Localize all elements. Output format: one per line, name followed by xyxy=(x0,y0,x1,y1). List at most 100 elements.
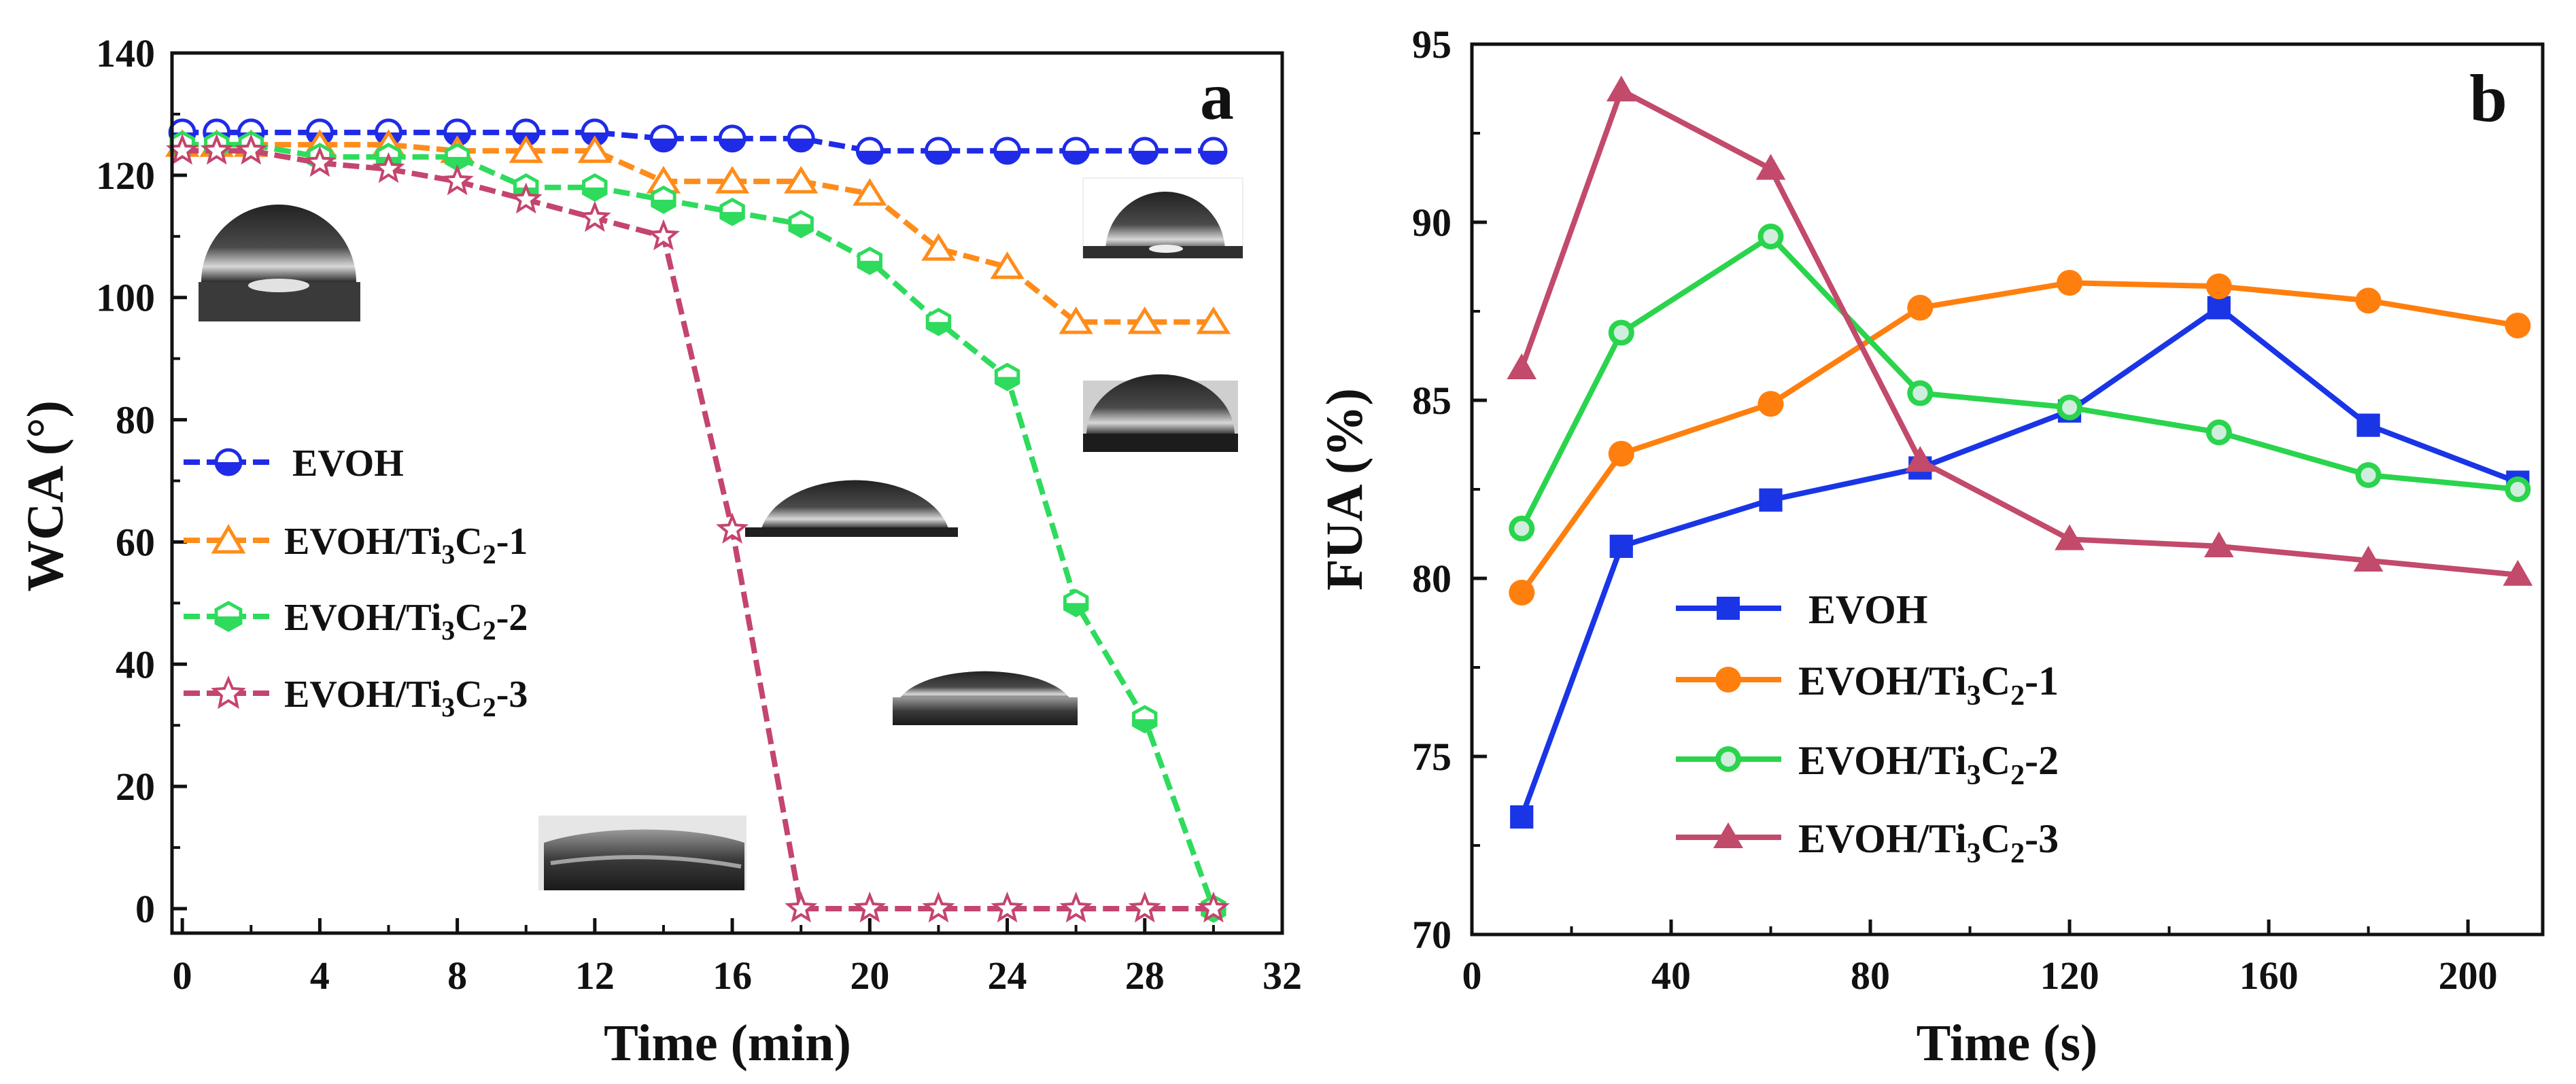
legend-a-label-ti3c2-3: EVOH/Ti3C2-3 xyxy=(284,674,528,722)
a-x-tick-label: 24 xyxy=(988,954,1027,998)
a-data-point-evoh-ti3c2-3 xyxy=(235,133,268,165)
a-data-point-evoh-ti3c2-2 xyxy=(1132,705,1158,734)
panel-a-x-axis-title: Time (min) xyxy=(604,1015,851,1072)
legend-a-marker-evoh xyxy=(214,448,243,476)
a-y-tick-label: 20 xyxy=(116,765,155,809)
b-data-point-evoh-ti3c2-2 xyxy=(2355,462,2382,489)
panel-b-frame xyxy=(1470,42,2545,937)
a-data-point-evoh-ti3c2-3 xyxy=(1059,891,1093,923)
b-y-tick-label: 80 xyxy=(1412,557,1452,601)
b-data-point-evoh-ti3c2-2 xyxy=(1907,380,1934,406)
a-x-tick-label: 8 xyxy=(447,954,467,998)
a-y-tick-label: 120 xyxy=(96,154,155,198)
a-data-point-evoh-ti3c2-1 xyxy=(1059,306,1093,334)
b-x-tick-label: 40 xyxy=(1651,954,1691,998)
chart-panel-b: 0 40 80 120 160 200 70 75 80 85 90 95 b Time (s) FU… xyxy=(1316,22,2545,1072)
droplet-image-2 xyxy=(1082,177,1243,259)
b-data-point-evoh-ti3c2-1 xyxy=(2205,273,2232,300)
a-x-tick-label: 20 xyxy=(850,954,889,998)
legend-b-label-ti3c2-2: EVOH/Ti3C2-2 xyxy=(1798,738,2059,791)
a-data-point-evoh-ti3c2-3 xyxy=(716,512,749,544)
b-data-point-evoh xyxy=(1759,488,1783,512)
a-data-point-evoh-ti3c2-3 xyxy=(991,891,1024,923)
a-data-point-evoh-ti3c2-1 xyxy=(990,251,1025,279)
droplet-image-3 xyxy=(1083,374,1238,452)
a-data-point-evoh-ti3c2-1 xyxy=(853,178,887,206)
b-data-point-evoh-ti3c2-3 xyxy=(1606,75,1636,102)
a-data-point-evoh xyxy=(855,137,884,165)
a-data-point-evoh-ti3c2-3 xyxy=(853,891,887,923)
b-data-point-evoh xyxy=(1609,534,1633,558)
legend-b-marker-ti3c2-2 xyxy=(1715,746,1741,772)
b-data-point-evoh-ti3c2-3 xyxy=(2353,545,2384,572)
a-x-tick-label: 12 xyxy=(575,954,615,998)
b-data-point-evoh-ti3c2-2 xyxy=(2505,476,2531,502)
a-data-point-evoh-ti3c2-3 xyxy=(647,219,680,251)
a-data-point-evoh-ti3c2-3 xyxy=(372,152,405,183)
b-x-tick-label: 0 xyxy=(1462,954,1482,998)
a-data-point-evoh-ti3c2-3 xyxy=(1128,891,1161,923)
a-data-point-evoh-ti3c2-2 xyxy=(994,362,1020,391)
b-data-point-evoh-ti3c2-3 xyxy=(2203,531,2234,557)
a-data-point-evoh-ti3c2-1 xyxy=(715,166,750,194)
a-data-point-evoh xyxy=(1062,137,1090,165)
b-series-line-evoh xyxy=(1519,304,2519,818)
a-data-point-evoh-ti3c2-3 xyxy=(200,133,233,165)
a-y-tick-label: 100 xyxy=(96,276,155,320)
droplet-image-6 xyxy=(538,816,746,890)
b-y-tick-label: 70 xyxy=(1412,913,1452,957)
b-x-tick-label: 160 xyxy=(2239,954,2299,998)
legend-a-item-ti3c2-1: EVOH/Ti3C2-1 xyxy=(184,521,528,570)
a-data-point-evoh-ti3c2-3 xyxy=(441,164,474,196)
b-data-point-evoh-ti3c2-2 xyxy=(1509,515,1535,542)
a-data-point-evoh-ti3c2-1 xyxy=(1127,306,1162,334)
droplet-image-5 xyxy=(893,661,1078,725)
a-data-point-evoh-ti3c2-2 xyxy=(719,197,745,226)
a-data-point-evoh-ti3c2-2 xyxy=(444,143,470,171)
a-y-tick-label: 0 xyxy=(135,887,155,931)
panel-a-series xyxy=(165,118,1231,923)
legend-b-label-evoh: EVOH xyxy=(1808,587,1928,632)
a-data-point-evoh-ti3c2-1 xyxy=(1196,306,1231,334)
a-data-point-evoh-ti3c2-2 xyxy=(925,307,952,336)
b-series-line-evoh-ti3c2-1 xyxy=(1519,280,2519,595)
legend-b-marker-evoh xyxy=(1717,597,1740,620)
a-data-point-evoh-ti3c2-1 xyxy=(921,233,956,261)
a-data-point-evoh-ti3c2-3 xyxy=(785,891,818,923)
legend-a-label-ti3c2-1: EVOH/Ti3C2-1 xyxy=(284,521,528,570)
droplet-image-1 xyxy=(199,205,360,321)
legend-b-item-evoh: EVOH xyxy=(1676,587,1928,632)
a-data-point-evoh-ti3c2-1 xyxy=(577,135,613,163)
a-data-point-evoh xyxy=(649,124,678,153)
b-x-tick-label: 200 xyxy=(2439,954,2498,998)
a-y-tick-label: 140 xyxy=(96,31,155,75)
panel-b-x-axis-title: Time (s) xyxy=(1917,1015,2098,1072)
b-data-point-evoh-ti3c2-3 xyxy=(1507,353,1537,379)
panel-a-legend: EVOH EVOH/Ti3C2-1 EVOH/Ti3C2-2 EVOH/Ti3C… xyxy=(184,442,528,722)
legend-a-label-ti3c2-2: EVOH/Ti3C2-2 xyxy=(284,597,528,646)
b-x-tick-label: 80 xyxy=(1851,954,1890,998)
legend-b-marker-ti3c2-1 xyxy=(1715,667,1741,693)
panel-b-y-axis-title: FUA (%) xyxy=(1316,388,1373,591)
a-data-point-evoh xyxy=(924,137,952,165)
b-data-point-evoh-ti3c2-1 xyxy=(2057,270,2083,296)
panel-b-series xyxy=(1507,75,2533,829)
a-data-point-evoh xyxy=(787,124,815,153)
legend-b-marker-ti3c2-3 xyxy=(1713,822,1743,848)
a-data-point-evoh-ti3c2-1 xyxy=(784,166,819,194)
panel-b-legend: EVOH EVOH/Ti3C2-1 EVOH/Ti3C2-2 EVOH/Ti3C… xyxy=(1676,587,2059,869)
legend-b-item-ti3c2-1: EVOH/Ti3C2-1 xyxy=(1676,659,2059,712)
panel-a-y-axis-title: WCA (°) xyxy=(17,400,74,592)
a-data-point-evoh xyxy=(1131,137,1159,165)
a-y-tick-label: 80 xyxy=(116,398,155,442)
a-series-line-evoh xyxy=(182,129,1214,154)
legend-b-item-ti3c2-3: EVOH/Ti3C2-3 xyxy=(1676,816,2059,869)
b-x-tick-label: 120 xyxy=(2040,954,2099,998)
a-data-point-evoh-ti3c2-1 xyxy=(509,135,543,163)
panel-a-ticks: 0 4 8 12 16 20 24 28 32 0 20 40 60 80 100 120 140 xyxy=(96,31,1302,998)
b-data-point-evoh-ti3c2-1 xyxy=(1757,391,1784,417)
legend-a-item-evoh: EVOH xyxy=(184,442,404,485)
b-data-point-evoh-ti3c2-3 xyxy=(1755,154,1786,180)
legend-b-label-ti3c2-1: EVOH/Ti3C2-1 xyxy=(1798,659,2059,712)
